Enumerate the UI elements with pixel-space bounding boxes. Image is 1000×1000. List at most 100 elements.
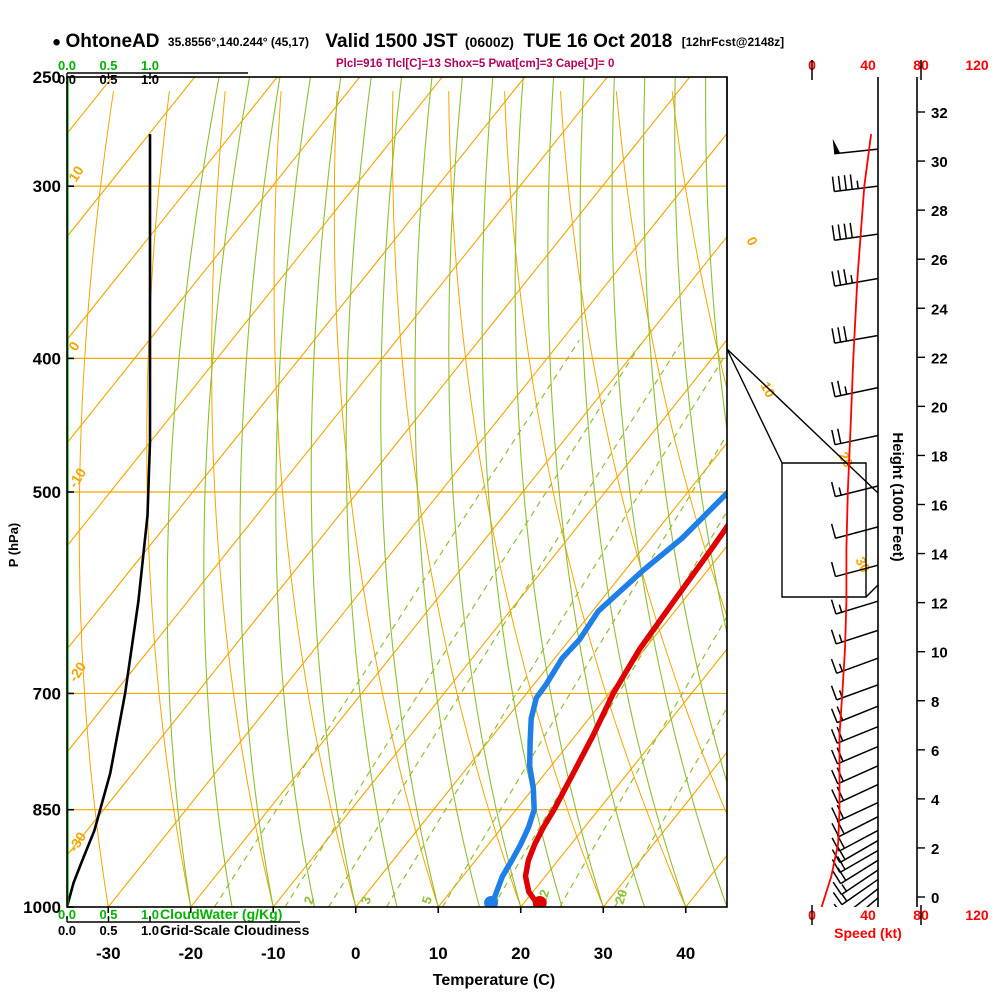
cloudwater-tick-label-top: 1.0 [141,58,159,73]
dry-adiabat-line [273,91,357,907]
wind-barb-full [843,175,847,191]
wind-barb-full [830,685,838,701]
temperature-surface-dot [532,896,547,907]
isotherm-line [190,235,727,907]
wind-barb-half [838,663,843,672]
wind-barb-full [831,328,836,344]
wind-barb [831,222,879,241]
height-tick-label: 26 [931,252,948,269]
moist-adiabat-line [275,77,316,907]
wind-barb [832,869,879,896]
wind-barb-shaft [836,705,879,724]
wind-barb-shaft [838,829,879,852]
wind-barb-shaft [834,386,879,398]
wind-barb [830,629,879,645]
isotherm-line [67,77,361,444]
wind-barb [830,523,879,539]
dry-adiabat-label: 10 [757,379,779,400]
height-tick-label: 28 [931,203,948,220]
wind-barb-shaft [837,801,879,822]
wind-barb-half [844,386,848,395]
pressure-tick-label: 400 [33,349,61,368]
height-tick-label: 22 [931,350,948,367]
wind-barb-full [831,225,836,241]
moist-adiabat-line [166,77,220,907]
wind-barb-shaft [835,526,879,539]
wind-barb-half [850,274,854,284]
moist-adiabat-line [643,77,727,785]
wind-barb-shaft [839,849,879,874]
mixing-ratio-line [441,433,727,907]
moist-adiabat-line [239,77,281,907]
mixing-ratio-label: 2 [301,894,318,906]
pressure-tick-label: 250 [33,68,61,87]
mixing-ratio-line [385,351,727,907]
mixing-ratio-label: 5 [419,894,436,906]
wind-barb-full [830,749,839,765]
wind-barb [830,599,879,615]
wind-barb-full [831,176,836,192]
pressure-tick-label: 1000 [23,898,61,917]
dewpoint-trace [488,489,727,907]
wind-barb-full [830,658,838,674]
wind-barb [831,801,879,822]
isotherm-line [67,77,443,547]
wind-barb-full [836,856,846,870]
isotherm-line [437,545,727,907]
speed-tick-label-bottom: 40 [860,907,876,923]
height-tick-label: 14 [931,547,948,564]
speed-axis: 0040408080120120Speed (kt) [808,57,989,941]
wind-barb-shaft [835,485,879,498]
temperature-tick-label: -20 [178,944,203,963]
wind-barb-shaft [840,859,879,885]
wind-barb-full [849,174,853,190]
wind-barb-full [830,561,837,577]
wind-barb-shaft [835,629,879,645]
dry-adiabat-line [448,91,604,907]
wind-barb-full [831,271,836,287]
wind-barb-full [836,804,845,819]
height-tick-label: 20 [931,399,948,416]
wind-barb-full [836,706,844,721]
wind-barb-shaft [841,878,879,906]
moist-adiabat-line [547,77,646,907]
isotherm-line [355,442,727,907]
wind-barb-pennant [832,138,841,154]
cloudiness-profile [67,134,152,907]
isotherm-label: 10 [65,163,87,185]
height-axis-label: Height (1000 Feet) [889,432,906,561]
mixing-ratio-line [284,339,644,907]
dry-adiabat-lines [78,91,727,907]
temperature-tick-label: 0 [351,944,360,963]
wind-barb [831,380,879,398]
wind-barb [831,174,879,193]
wind-barb-full [832,881,843,895]
wind-barb-shaft [841,869,879,896]
isotherm-line [67,77,196,238]
wind-barb-half [838,487,842,496]
dry-adiabat-line [671,91,727,391]
wind-barb-shaft [834,185,879,193]
speed-tick-label-top: 120 [965,57,989,73]
moist-adiabat-lines [166,77,727,907]
wind-barb-shaft [836,726,879,744]
mixing-ratio-line [492,510,727,907]
isobar-lines [67,77,727,907]
wind-panel-edge [726,348,879,494]
wind-barb-shaft [835,564,879,578]
pressure-tick-label: 300 [33,177,61,196]
wind-barb-shaft [834,434,879,446]
cloudiness-tick-label-bottom: 0.0 [58,923,76,938]
moist-adiabat-line [414,77,481,907]
wind-barb-full [831,807,839,822]
sounding-traces [67,77,727,907]
wind-barb-full [830,599,837,615]
mixing-ratio-line [213,339,580,907]
isotherm-line [67,77,691,857]
dry-adiabat-line [615,91,727,618]
temperature-tick-label: -30 [96,944,121,963]
wind-barb-shaft [838,816,879,838]
height-tick-label: 12 [931,596,948,613]
wind-barb [830,561,879,578]
wind-barb-full [837,270,842,286]
